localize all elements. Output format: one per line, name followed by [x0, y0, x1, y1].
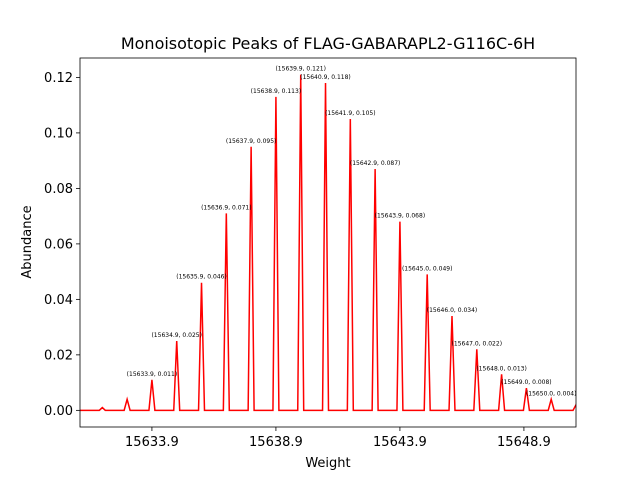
peak-label: (15637.9, 0.095)	[226, 138, 276, 145]
peak-label: (15645.0, 0.049)	[402, 265, 452, 272]
plot-area: (15633.9, 0.011) (15634.9, 0.025) (15635.9…	[79, 57, 577, 428]
peak-label: (15634.9, 0.025)	[151, 332, 201, 339]
peak-label: (15636.9, 0.071)	[201, 204, 251, 211]
peak-label: (15647.0, 0.022)	[452, 340, 502, 347]
x-tick-label: 15633.9	[125, 435, 179, 450]
peak-labels: (15633.9, 0.011) (15634.9, 0.025) (15635.9…	[127, 66, 577, 398]
peak-label: (15635.9, 0.046)	[176, 274, 226, 281]
peak-label: (15646.0, 0.034)	[427, 307, 477, 314]
peak-label: (15638.9, 0.113)	[251, 88, 301, 95]
x-tick-label: 15638.9	[249, 435, 303, 450]
peak-label: (15640.9, 0.118)	[300, 74, 350, 81]
x-axis: 15633.9 15638.9 15643.9 15648.9	[125, 427, 551, 450]
y-axis-title: Abundance	[20, 205, 35, 278]
series-line	[80, 74, 576, 412]
y-tick-label: 0.06	[44, 237, 73, 252]
x-tick-label: 15643.9	[373, 435, 427, 450]
plot-frame	[79, 57, 577, 428]
x-axis-title: Weight	[305, 456, 350, 471]
y-tick-label: 0.02	[44, 348, 73, 363]
peak-label: (15641.9, 0.105)	[325, 110, 375, 117]
peak-label: (15649.0, 0.008)	[501, 379, 551, 386]
y-tick-label: 0.10	[44, 126, 73, 141]
peak-label: (15650.0, 0.004)	[526, 390, 576, 397]
x-tick-label: 15648.9	[497, 435, 551, 450]
peak-label: (15648.0, 0.013)	[476, 365, 526, 372]
y-tick-label: 0.12	[44, 71, 73, 86]
peak-label: (15639.9, 0.121)	[275, 66, 325, 73]
y-tick-label: 0.00	[44, 404, 73, 419]
peak-label: (15633.9, 0.011)	[127, 371, 177, 378]
peak-label: (15642.9, 0.087)	[350, 160, 400, 167]
y-axis: 0.00 0.02 0.04 0.06 0.08 0.10 0.12	[44, 71, 80, 419]
y-tick-label: 0.08	[44, 182, 73, 197]
y-tick-label: 0.04	[44, 293, 73, 308]
peak-label: (15643.9, 0.068)	[375, 213, 425, 220]
chart-title: Monoisotopic Peaks of FLAG-GABARAPL2-G11…	[121, 34, 535, 53]
